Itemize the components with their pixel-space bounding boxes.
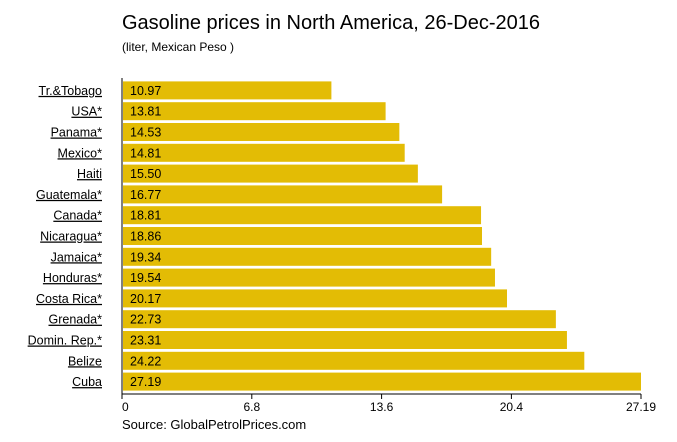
value-label-9: 19.54 (130, 271, 161, 285)
value-label-2: 14.53 (130, 126, 161, 140)
bar-11 (123, 310, 556, 329)
value-label-8: 19.34 (130, 250, 161, 264)
x-tick-label-2: 13.6 (370, 400, 394, 414)
category-label-9: Honduras* (43, 271, 102, 285)
value-label-12: 23.31 (130, 334, 161, 348)
value-label-4: 15.50 (130, 167, 161, 181)
bar-4 (123, 164, 418, 183)
bar-8 (123, 247, 492, 266)
bar-14 (123, 372, 641, 391)
category-label-7: Nicaragua* (40, 230, 102, 244)
chart-subtitle: (liter, Mexican Peso ) (122, 40, 235, 54)
category-label-1: USA* (71, 105, 102, 119)
ticks-layer: 0 6.8 13.6 20.4 27.19 (121, 394, 656, 414)
labels-layer: 10.97 Tr.&Tobago 13.81 USA* 14.53 Panama* 14.8… (28, 84, 162, 389)
value-label-5: 16.77 (130, 188, 161, 202)
category-label-5: Guatemala* (36, 188, 102, 202)
bar-13 (123, 351, 585, 370)
chart-title: Gasoline prices in North America, 26-Dec… (122, 12, 540, 34)
bar-2 (123, 123, 400, 141)
category-label-13: Belize (68, 354, 102, 368)
bar-7 (123, 227, 482, 245)
value-label-0: 10.97 (130, 84, 161, 98)
bar-10 (123, 289, 508, 308)
category-label-8: Jamaica* (51, 250, 103, 264)
category-label-11: Grenada* (48, 313, 102, 327)
category-label-10: Costa Rica* (36, 292, 102, 306)
category-label-2: Panama* (51, 126, 103, 140)
category-label-14: Cuba (72, 375, 102, 389)
source-note: Source: GlobalPetrolPrices.com (122, 417, 307, 432)
bars-layer (123, 81, 641, 391)
x-tick-label-0: 0 (122, 400, 129, 414)
x-tick-label-1: 6.8 (243, 400, 260, 414)
bar-9 (123, 268, 495, 287)
x-tick-label-3: 20.4 (500, 400, 524, 414)
value-label-3: 14.81 (130, 146, 161, 160)
bar-0 (123, 81, 332, 100)
value-label-10: 20.17 (130, 292, 161, 306)
value-label-7: 18.86 (130, 230, 161, 244)
bar-12 (123, 331, 567, 349)
category-label-12: Domin. Rep.* (28, 334, 102, 348)
bar-6 (123, 206, 482, 225)
category-label-3: Mexico* (58, 146, 103, 160)
bar-5 (123, 185, 443, 204)
value-label-6: 18.81 (130, 209, 161, 223)
category-label-0: Tr.&Tobago (39, 84, 103, 98)
bar-3 (123, 143, 405, 162)
category-label-4: Haiti (77, 167, 102, 181)
bar-1 (123, 102, 386, 121)
x-tick-label-4: 27.19 (626, 400, 656, 414)
value-label-14: 27.19 (130, 375, 161, 389)
category-label-6: Canada* (53, 209, 102, 223)
value-label-11: 22.73 (130, 313, 161, 327)
value-label-1: 13.81 (130, 105, 161, 119)
value-label-13: 24.22 (130, 354, 161, 368)
